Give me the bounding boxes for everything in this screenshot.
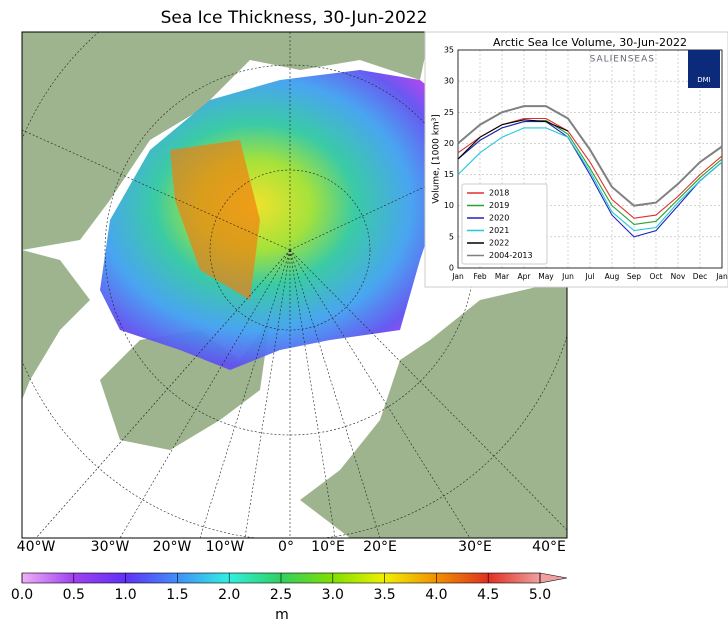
y-tick-label: 35 [444, 46, 454, 55]
longitude-label: 20°E [363, 539, 397, 555]
colorbar-ticks: 0.0 0.5 1.0 1.5 2.0 2.5 3.0 3.5 4.0 4.5 5.0 [11, 573, 551, 603]
colorbar-tick-label: 1.5 [166, 587, 188, 603]
map-title: Sea Ice Thickness, 30-Jun-2022 [161, 8, 428, 28]
x-tick-label: Jan [451, 272, 464, 281]
x-tick-label: Feb [473, 272, 487, 281]
logo-badge [688, 50, 720, 88]
longitude-label: 30°W [91, 539, 130, 555]
y-tick-label: 0 [449, 264, 454, 273]
colorbar-tick-label: 1.0 [114, 587, 136, 603]
longitude-label: 30°E [458, 539, 492, 555]
y-axis-label: Volume, [1000 km³] [432, 114, 442, 204]
logo-text: SALIENSEAS [590, 55, 655, 65]
colorbar-tick-label: 3.0 [322, 587, 344, 603]
colorbar-tick-label: 4.0 [425, 587, 447, 603]
longitude-label: 0° [278, 539, 294, 555]
x-tick-label: Apr [518, 272, 532, 281]
x-tick-label: Mar [495, 272, 510, 281]
inset-chart: 0 5 10 15 20 25 30 35 Jan Feb Mar Apr May Jun Jul Aug Se… [444, 46, 728, 282]
colorbar-label: m [275, 607, 289, 623]
inset-title: Arctic Sea Ice Volume, 30-Jun-2022 [493, 36, 687, 49]
x-tick-label: Jan [715, 272, 728, 281]
y-tick-label: 25 [444, 108, 454, 117]
colorbar-extend [539, 572, 568, 584]
longitude-label: 10°W [206, 539, 245, 555]
legend-label: 2021 [489, 226, 509, 235]
longitude-label: 40°E [532, 539, 566, 555]
legend-label: 2022 [489, 239, 509, 248]
y-tick-label: 30 [444, 77, 454, 86]
colorbar-tick-label: 0.0 [11, 587, 33, 603]
land-islands [22, 250, 90, 400]
colorbar-tick-label: 2.0 [218, 587, 240, 603]
longitude-label: 10°E [311, 539, 345, 555]
y-tick-label: 15 [444, 170, 454, 179]
colorbar-tick-label: 0.5 [63, 587, 85, 603]
colorbar-tick-label: 3.5 [373, 587, 395, 603]
colorbar-tick-label: 4.5 [477, 587, 499, 603]
x-tick-label: Jul [584, 272, 594, 281]
sea-ice [100, 70, 470, 370]
series-line [457, 105, 723, 207]
colorbar-tick-label: 5.0 [529, 587, 551, 603]
land-eurasia [300, 280, 567, 538]
x-tick-label: Aug [605, 272, 620, 281]
x-tick-label: May [538, 272, 554, 281]
x-tick-label: Dec [693, 272, 708, 281]
legend-label: 2019 [489, 201, 509, 210]
logo-badge-text: DMI [697, 76, 711, 84]
colorbar-tick-label: 2.5 [270, 587, 292, 603]
series-line [457, 121, 723, 238]
land-north-america [22, 32, 430, 250]
thick-ice [170, 140, 260, 300]
legend-box [461, 183, 548, 265]
x-tick-label: Nov [671, 272, 686, 281]
series-line [457, 127, 723, 232]
x-tick-label: Sep [627, 272, 641, 281]
y-tick-label: 10 [444, 201, 454, 210]
legend-label: 2004-2013 [489, 251, 533, 260]
longitude-labels: 40°W 30°W 20°W 10°W 0° 10°E 20°E 30°E 40°E [17, 539, 566, 555]
legend-label: 2020 [489, 214, 509, 223]
legend-label: 2018 [489, 189, 509, 198]
x-tick-label: Oct [650, 272, 663, 281]
longitude-label: 20°W [153, 539, 192, 555]
longitude-label: 40°W [17, 539, 56, 555]
y-tick-label: 5 [449, 232, 454, 241]
x-tick-label: Jun [561, 272, 574, 281]
y-tick-label: 20 [444, 139, 454, 148]
series-line [457, 119, 569, 160]
